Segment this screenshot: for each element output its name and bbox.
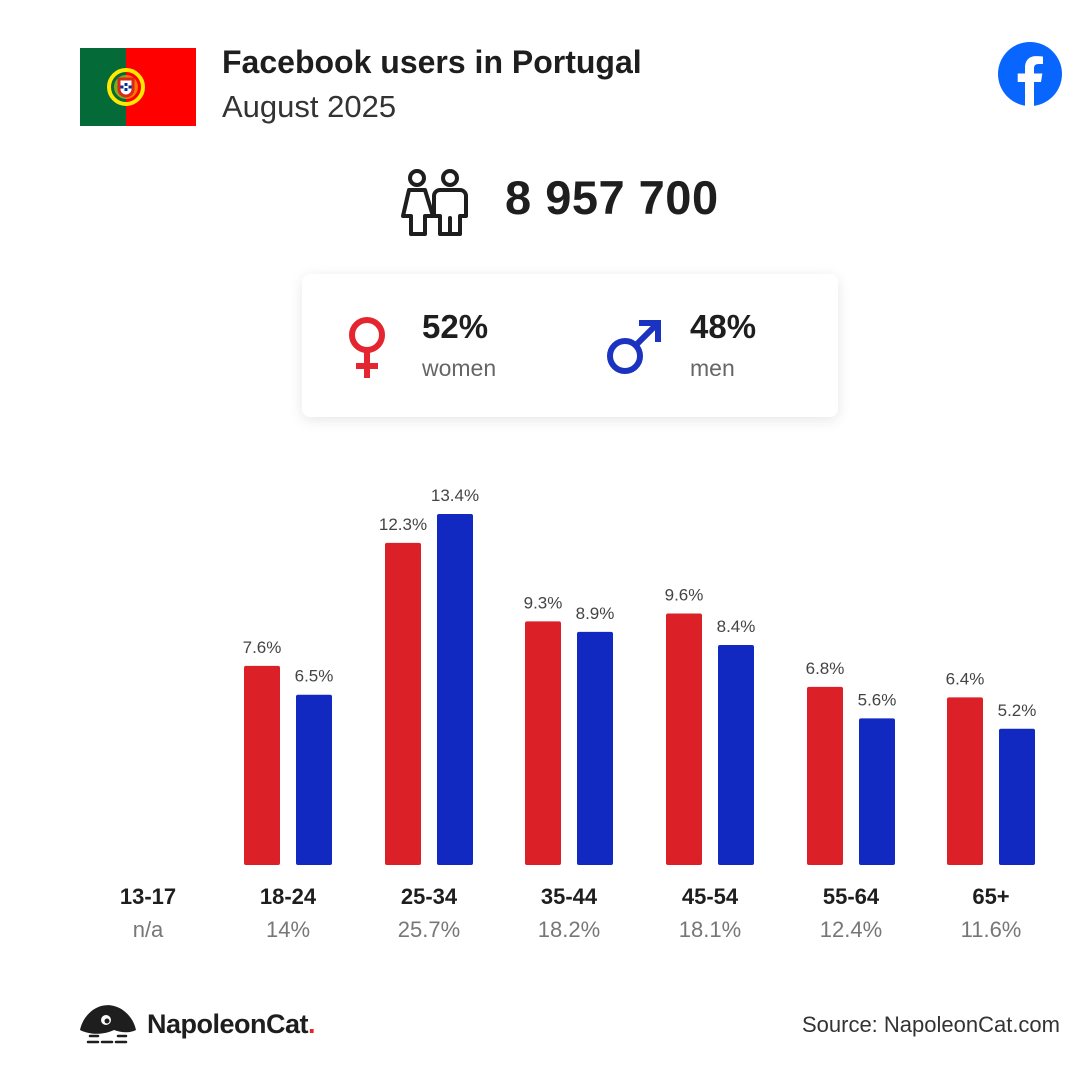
data-label-men-25-34: 13.4% xyxy=(431,486,479,505)
women-label: women xyxy=(422,355,497,381)
category-label-65+: 65+ xyxy=(972,884,1010,909)
data-label-men-55-64: 5.6% xyxy=(858,690,897,709)
napoleoncat-logo-icon xyxy=(80,1005,136,1044)
bar-women-65+ xyxy=(947,697,983,865)
men-label: men xyxy=(690,355,735,381)
bar-men-55-64 xyxy=(859,718,895,865)
brand-dot: . xyxy=(308,1009,316,1039)
data-label-men-18-24: 6.5% xyxy=(295,667,334,686)
facebook-icon xyxy=(998,42,1062,106)
female-symbol-icon xyxy=(349,317,385,378)
category-label-35-44: 35-44 xyxy=(540,884,598,909)
data-label-women-35-44: 9.3% xyxy=(524,593,563,612)
bar-women-45-54 xyxy=(666,613,702,865)
category-label-45-54: 45-54 xyxy=(681,884,739,909)
brand-name: NapoleonCat. xyxy=(147,1009,316,1040)
bar-women-25-34 xyxy=(385,542,421,865)
bar-men-65+ xyxy=(999,728,1035,865)
category-share-35-44: 18.2% xyxy=(537,917,601,942)
men-percentage: 48% xyxy=(690,308,757,345)
bar-men-25-34 xyxy=(437,514,473,865)
total-users: 8 957 700 xyxy=(505,171,719,224)
data-label-men-65+: 5.2% xyxy=(998,701,1037,720)
data-label-men-35-44: 8.9% xyxy=(576,604,615,623)
women-percentage: 52% xyxy=(422,308,489,345)
male-symbol-icon xyxy=(607,320,661,374)
category-share-13-17: n/a xyxy=(132,917,164,942)
data-label-women-18-24: 7.6% xyxy=(243,638,282,657)
category-share-18-24: 14% xyxy=(265,917,311,942)
portugal-flag xyxy=(80,48,196,126)
page-subtitle: August 2025 xyxy=(222,89,397,124)
page-title: Facebook users in Portugal xyxy=(222,44,642,80)
category-label-55-64: 55-64 xyxy=(822,884,880,909)
category-share-65+: 11.6% xyxy=(960,917,1022,942)
bar-men-45-54 xyxy=(718,644,754,865)
source-credit: Source: NapoleonCat.com xyxy=(801,1012,1060,1037)
bar-men-18-24 xyxy=(296,694,332,865)
data-label-women-65+: 6.4% xyxy=(946,669,985,688)
bar-men-35-44 xyxy=(577,631,613,865)
data-label-women-55-64: 6.8% xyxy=(806,659,845,678)
category-label-13-17: 13-17 xyxy=(119,884,177,909)
bar-women-55-64 xyxy=(807,686,843,865)
category-label-18-24: 18-24 xyxy=(259,884,317,909)
bar-women-18-24 xyxy=(244,665,280,865)
gender-card: 52% women 48% men xyxy=(302,274,838,417)
bar-women-35-44 xyxy=(525,621,561,865)
category-label-25-34: 25-34 xyxy=(400,884,458,909)
category-share-25-34: 25.7% xyxy=(397,917,461,942)
category-share-45-54: 18.1% xyxy=(678,917,742,942)
data-label-women-25-34: 12.3% xyxy=(379,515,427,534)
data-label-women-45-54: 9.6% xyxy=(665,586,704,605)
users-icon xyxy=(401,169,468,236)
category-share-55-64: 12.4% xyxy=(819,917,883,942)
brand-name-text: NapoleonCat xyxy=(147,1009,309,1039)
age-gender-bar-chart: 7.6% 12.3% 9.3% 9.6% 6.8% 6.4% 6.5% 13.4% 8.9% 8.… xyxy=(243,486,1037,865)
data-label-men-45-54: 8.4% xyxy=(717,617,756,636)
